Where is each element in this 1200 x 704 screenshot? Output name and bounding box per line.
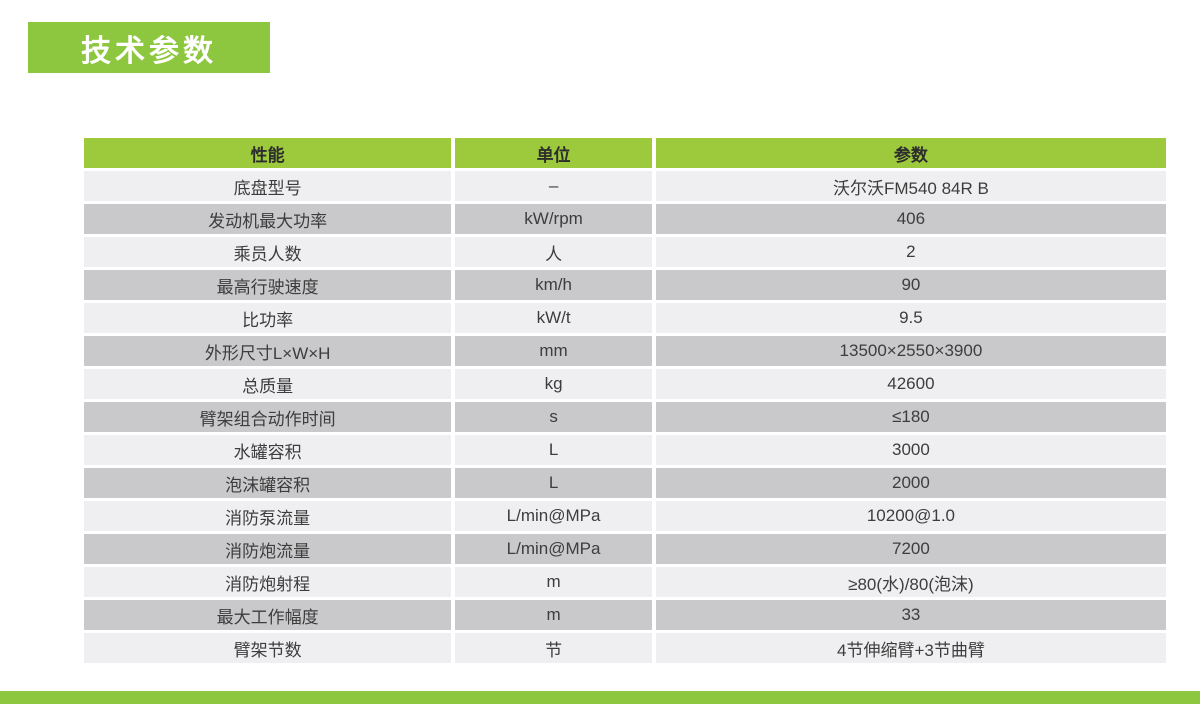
table-row: 消防泵流量 L/min@MPa 10200@1.0	[84, 501, 1166, 531]
spec-unit-cell: m	[455, 567, 652, 597]
spec-value-cell: 4节伸缩臂+3节曲臂	[655, 633, 1166, 663]
table-row: 底盘型号 – 沃尔沃FM540 84R B	[84, 171, 1166, 201]
table-row: 发动机最大功率 kW/rpm 406	[84, 204, 1166, 234]
spec-value-cell: ≥80(水)/80(泡沫)	[655, 567, 1166, 597]
spec-unit-cell: kW/t	[455, 303, 652, 333]
spec-unit-cell: –	[455, 171, 652, 201]
spec-unit-cell: mm	[455, 336, 652, 366]
table-row: 水罐容积 L 3000	[84, 435, 1166, 465]
spec-unit-cell: 节	[455, 633, 652, 663]
spec-value-cell: 42600	[655, 369, 1166, 399]
table-row: 消防炮射程 m ≥80(水)/80(泡沫)	[84, 567, 1166, 597]
spec-unit-cell: kW/rpm	[455, 204, 652, 234]
spec-name-cell: 比功率	[84, 303, 452, 333]
spec-value-cell: 9.5	[655, 303, 1166, 333]
spec-unit-cell: L	[455, 468, 652, 498]
spec-unit-cell: L/min@MPa	[455, 534, 652, 564]
spec-name-cell: 外形尺寸L×W×H	[84, 336, 452, 366]
spec-value-cell: 2	[655, 237, 1166, 267]
spec-value-cell: 406	[655, 204, 1166, 234]
spec-value-cell: 2000	[655, 468, 1166, 498]
spec-name-cell: 最高行驶速度	[84, 270, 452, 300]
spec-name-cell: 乘员人数	[84, 237, 452, 267]
col-header-parameter: 参数	[655, 138, 1166, 168]
spec-value-cell: 7200	[655, 534, 1166, 564]
spec-unit-cell: L	[455, 435, 652, 465]
spec-value-cell: 沃尔沃FM540 84R B	[655, 171, 1166, 201]
spec-name-cell: 底盘型号	[84, 171, 452, 201]
spec-unit-cell: s	[455, 402, 652, 432]
spec-unit-cell: m	[455, 600, 652, 630]
spec-name-cell: 臂架组合动作时间	[84, 402, 452, 432]
spec-value-cell: 10200@1.0	[655, 501, 1166, 531]
col-header-unit: 单位	[455, 138, 652, 168]
spec-name-cell: 水罐容积	[84, 435, 452, 465]
spec-value-cell: ≤180	[655, 402, 1166, 432]
spec-value-cell: 3000	[655, 435, 1166, 465]
spec-table-body: 底盘型号 – 沃尔沃FM540 84R B 发动机最大功率 kW/rpm 406 乘员人数人…	[84, 171, 1166, 663]
spec-name-cell: 消防炮射程	[84, 567, 452, 597]
table-row: 臂架节数节 4节伸缩臂+3节曲臂	[84, 633, 1166, 663]
col-header-performance: 性能	[84, 138, 452, 168]
table-row: 最大工作幅度 m 33	[84, 600, 1166, 630]
spec-value-cell: 13500×2550×3900	[655, 336, 1166, 366]
table-row: 消防炮流量 L/min@MPa 7200	[84, 534, 1166, 564]
table-row: 外形尺寸L×W×H mm 13500×2550×3900	[84, 336, 1166, 366]
footer-accent-bar	[0, 691, 1200, 704]
table-row: 总质量 kg 42600	[84, 369, 1166, 399]
table-header-row: 性能 单位 参数	[84, 138, 1166, 168]
spec-unit-cell: km/h	[455, 270, 652, 300]
spec-unit-cell: L/min@MPa	[455, 501, 652, 531]
table-row: 比功率 kW/t 9.5	[84, 303, 1166, 333]
spec-name-cell: 泡沫罐容积	[84, 468, 452, 498]
spec-unit-cell: kg	[455, 369, 652, 399]
table-row: 乘员人数人 2	[84, 237, 1166, 267]
spec-name-cell: 消防炮流量	[84, 534, 452, 564]
section-title-badge: 技术参数	[28, 22, 270, 73]
spec-name-cell: 发动机最大功率	[84, 204, 452, 234]
spec-name-cell: 总质量	[84, 369, 452, 399]
table-row: 臂架组合动作时间 s ≤180	[84, 402, 1166, 432]
spec-name-cell: 臂架节数	[84, 633, 452, 663]
spec-name-cell: 消防泵流量	[84, 501, 452, 531]
spec-value-cell: 90	[655, 270, 1166, 300]
table-row: 泡沫罐容积 L 2000	[84, 468, 1166, 498]
spec-unit-cell: 人	[455, 237, 652, 267]
spec-table: 性能 单位 参数 底盘型号 – 沃尔沃FM540 84R B 发动机最大功率 kW/rp…	[80, 135, 1170, 666]
table-row: 最高行驶速度 km/h 90	[84, 270, 1166, 300]
spec-name-cell: 最大工作幅度	[84, 600, 452, 630]
spec-value-cell: 33	[655, 600, 1166, 630]
section-title-text: 技术参数	[81, 34, 217, 68]
